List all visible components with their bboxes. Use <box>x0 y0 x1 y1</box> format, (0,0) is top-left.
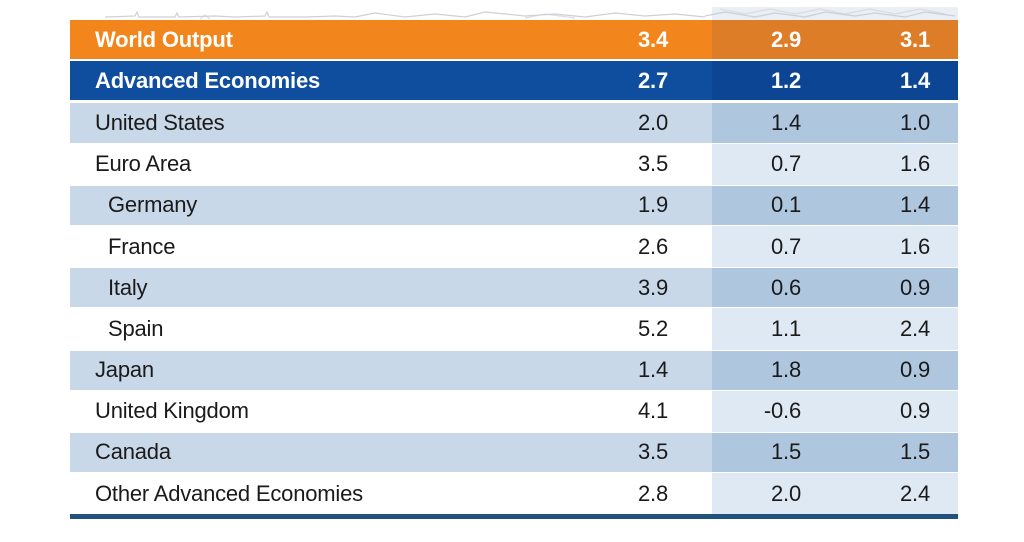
row-label: France <box>108 233 176 259</box>
value-col-3: 1.6 <box>845 143 958 185</box>
table-row: Other Advanced Economies 2.8 2.0 2.4 <box>70 473 958 515</box>
value-col-1: 2.0 <box>638 109 668 135</box>
value-col-2: 2.9 <box>712 20 845 60</box>
value-col-1: 3.5 <box>638 151 668 177</box>
value-col-1: 1.9 <box>638 192 668 218</box>
row-label: United States <box>95 109 225 135</box>
value-col-3: 1.0 <box>845 103 958 143</box>
value-col-3: 0.9 <box>845 268 958 308</box>
table-row: Spain 5.2 1.1 2.4 <box>70 308 958 350</box>
weo-growth-table: World Output 3.4 2.9 3.1 Advanced Econom… <box>70 20 958 520</box>
value-col-3: 1.5 <box>845 432 958 473</box>
row-label: Canada <box>95 439 171 465</box>
value-col-3: 0.9 <box>845 390 958 432</box>
value-col-3: 1.4 <box>845 61 958 101</box>
value-col-2: 1.1 <box>712 308 845 350</box>
value-col-1: 2.8 <box>638 480 668 506</box>
table-row: United Kingdom 4.1 -0.6 0.9 <box>70 390 958 432</box>
value-col-2: 1.4 <box>712 103 845 143</box>
value-col-2: 2.0 <box>712 473 845 515</box>
value-col-1: 3.5 <box>638 439 668 465</box>
row-label: Germany <box>108 192 198 218</box>
table-row: Advanced Economies 2.7 1.2 1.4 <box>70 61 958 103</box>
value-col-2: -0.6 <box>712 390 845 432</box>
value-col-1: 4.1 <box>638 398 668 424</box>
value-col-2: 1.2 <box>712 61 845 101</box>
table-row: Euro Area 3.5 0.7 1.6 <box>70 143 958 185</box>
table-row: World Output 3.4 2.9 3.1 <box>70 20 958 62</box>
table-row: France 2.6 0.7 1.6 <box>70 225 958 268</box>
row-label: Advanced Economies <box>95 67 321 93</box>
table-row: United States 2.0 1.4 1.0 <box>70 102 958 144</box>
row-label: World Output <box>95 26 233 52</box>
value-col-2: 0.6 <box>712 268 845 308</box>
value-col-1: 2.6 <box>638 233 668 259</box>
value-col-2: 0.1 <box>712 185 845 225</box>
value-col-2: 0.7 <box>712 225 845 268</box>
row-label: Other Advanced Economies <box>95 480 363 506</box>
value-col-2: 1.8 <box>712 350 845 390</box>
value-col-3: 1.4 <box>845 185 958 225</box>
table-row: Japan 1.4 1.8 0.9 <box>70 349 958 391</box>
row-label: United Kingdom <box>95 398 249 424</box>
row-label: Spain <box>108 315 164 341</box>
value-col-1: 5.2 <box>638 315 668 341</box>
table-row: Italy 3.9 0.6 0.9 <box>70 267 958 309</box>
value-col-2: 1.5 <box>712 432 845 473</box>
value-col-1: 3.9 <box>638 274 668 300</box>
value-col-1: 3.4 <box>638 26 668 52</box>
value-col-3: 1.6 <box>845 225 958 268</box>
value-col-3: 2.4 <box>845 473 958 515</box>
value-col-3: 2.4 <box>845 308 958 350</box>
row-label: Euro Area <box>95 151 192 177</box>
value-col-3: 0.9 <box>845 350 958 390</box>
row-label: Japan <box>95 357 154 383</box>
cropped-text-fragments <box>105 8 956 20</box>
value-col-3: 3.1 <box>845 20 958 60</box>
value-col-1: 2.7 <box>638 67 668 93</box>
value-col-1: 1.4 <box>638 357 668 383</box>
row-label: Italy <box>108 274 148 300</box>
table-row: Canada 3.5 1.5 1.5 <box>70 431 958 474</box>
table-row: Germany 1.9 0.1 1.4 <box>70 184 958 226</box>
value-col-2: 0.7 <box>712 143 845 185</box>
